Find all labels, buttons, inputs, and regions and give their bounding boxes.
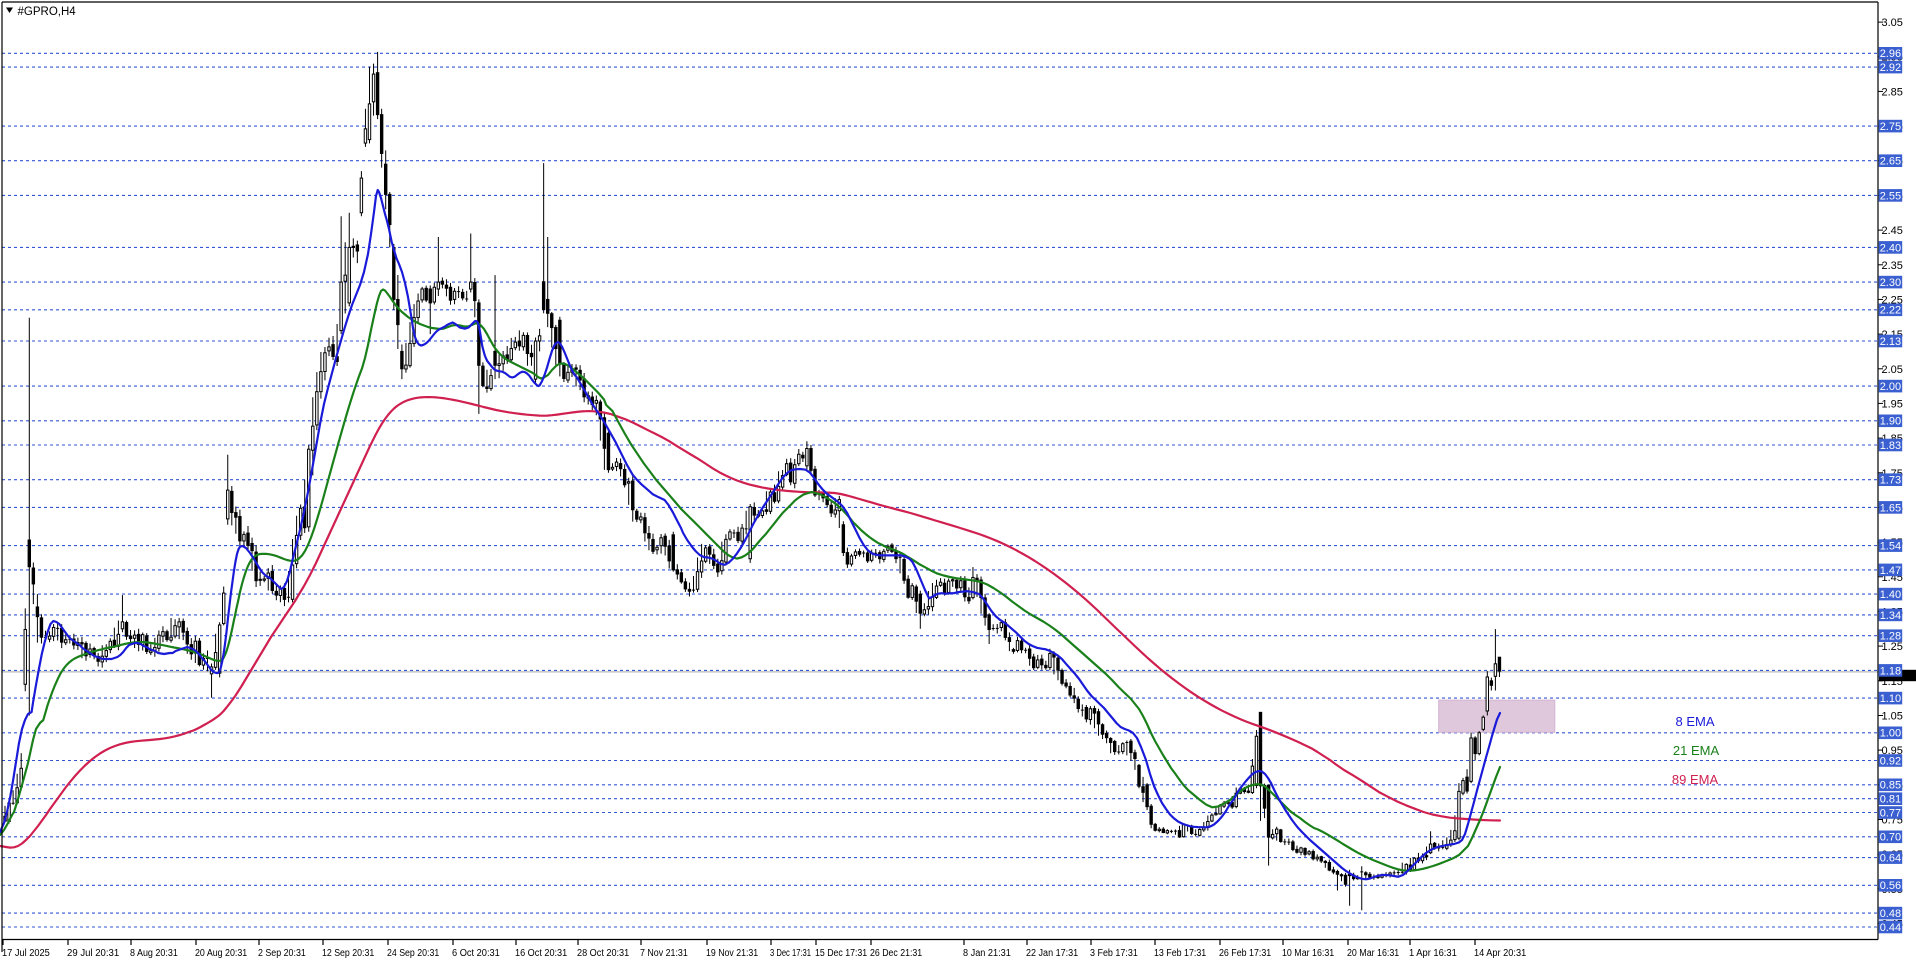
svg-text:2.92: 2.92 xyxy=(1880,62,1901,74)
svg-text:2.05: 2.05 xyxy=(1882,364,1903,376)
svg-text:8 EMA: 8 EMA xyxy=(1675,714,1714,729)
svg-text:2.40: 2.40 xyxy=(1880,242,1901,254)
svg-text:1.47: 1.47 xyxy=(1880,565,1901,577)
svg-text:1.65: 1.65 xyxy=(1880,502,1901,514)
svg-text:3 Dec 17:31: 3 Dec 17:31 xyxy=(770,948,811,959)
svg-text:16 Oct 20:31: 16 Oct 20:31 xyxy=(515,948,568,959)
svg-text:1.28: 1.28 xyxy=(1880,631,1901,643)
svg-text:0.85: 0.85 xyxy=(1880,780,1901,792)
svg-text:7 Nov 21:31: 7 Nov 21:31 xyxy=(640,948,688,959)
svg-text:89 EMA: 89 EMA xyxy=(1672,772,1719,787)
svg-text:24 Sep 20:31: 24 Sep 20:31 xyxy=(387,948,440,959)
svg-text:12 Sep 20:31: 12 Sep 20:31 xyxy=(322,948,375,959)
svg-text:#GPRO,H4: #GPRO,H4 xyxy=(18,6,77,18)
svg-text:0.44: 0.44 xyxy=(1880,922,1901,934)
svg-text:1.34: 1.34 xyxy=(1880,610,1901,622)
svg-text:2.85: 2.85 xyxy=(1882,86,1903,98)
svg-text:0.70: 0.70 xyxy=(1880,832,1901,844)
svg-text:1 Apr 16:31: 1 Apr 16:31 xyxy=(1409,948,1457,959)
svg-text:29 Jul 20:31: 29 Jul 20:31 xyxy=(67,948,120,959)
svg-text:2.75: 2.75 xyxy=(1880,121,1901,133)
svg-text:2.65: 2.65 xyxy=(1880,156,1901,168)
svg-text:20 Aug 20:31: 20 Aug 20:31 xyxy=(195,948,248,959)
svg-text:10 Mar 16:31: 10 Mar 16:31 xyxy=(1282,948,1335,959)
svg-text:0.95: 0.95 xyxy=(1882,745,1903,757)
svg-text:1.25: 1.25 xyxy=(1882,641,1903,653)
svg-text:2.22: 2.22 xyxy=(1880,305,1901,317)
svg-text:2.55: 2.55 xyxy=(1880,190,1901,202)
svg-text:1.40: 1.40 xyxy=(1880,589,1901,601)
svg-text:1.73: 1.73 xyxy=(1880,475,1901,487)
svg-text:13 Feb 17:31: 13 Feb 17:31 xyxy=(1154,948,1207,959)
svg-text:2.96: 2.96 xyxy=(1880,48,1901,60)
svg-text:1.05: 1.05 xyxy=(1882,711,1903,723)
svg-text:2 Sep 20:31: 2 Sep 20:31 xyxy=(258,948,306,959)
svg-text:19 Nov 21:31: 19 Nov 21:31 xyxy=(706,948,759,959)
svg-text:3.05: 3.05 xyxy=(1882,17,1903,29)
svg-text:26 Feb 17:31: 26 Feb 17:31 xyxy=(1219,948,1272,959)
svg-text:1.54: 1.54 xyxy=(1880,541,1901,553)
svg-text:2.13: 2.13 xyxy=(1880,336,1901,348)
svg-text:1.95: 1.95 xyxy=(1882,398,1903,410)
svg-text:1.18: 1.18 xyxy=(1880,665,1901,677)
svg-text:14 Apr 20:31: 14 Apr 20:31 xyxy=(1474,948,1527,959)
svg-text:0.64: 0.64 xyxy=(1880,853,1901,865)
svg-text:1.90: 1.90 xyxy=(1880,416,1901,428)
svg-text:1.83: 1.83 xyxy=(1880,440,1901,452)
svg-text:0.77: 0.77 xyxy=(1880,807,1901,819)
svg-text:28 Oct 20:31: 28 Oct 20:31 xyxy=(577,948,630,959)
svg-text:2.45: 2.45 xyxy=(1882,225,1903,237)
svg-text:20 Mar 16:31: 20 Mar 16:31 xyxy=(1347,948,1400,959)
svg-text:0.81: 0.81 xyxy=(1880,794,1901,806)
svg-text:26 Dec 21:31: 26 Dec 21:31 xyxy=(870,948,923,959)
svg-text:0.48: 0.48 xyxy=(1880,908,1901,920)
svg-text:15 Dec 17:31: 15 Dec 17:31 xyxy=(815,948,868,959)
svg-text:17 Jul 2025: 17 Jul 2025 xyxy=(2,948,50,959)
svg-text:2.30: 2.30 xyxy=(1880,277,1901,289)
svg-text:0.92: 0.92 xyxy=(1880,755,1901,767)
svg-text:3 Feb 17:31: 3 Feb 17:31 xyxy=(1090,948,1138,959)
svg-text:8 Jan 21:31: 8 Jan 21:31 xyxy=(963,948,1011,959)
svg-text:2.00: 2.00 xyxy=(1880,381,1901,393)
svg-text:8 Aug 20:31: 8 Aug 20:31 xyxy=(130,948,178,959)
svg-text:1.00: 1.00 xyxy=(1880,728,1901,740)
svg-text:2.35: 2.35 xyxy=(1882,260,1903,272)
svg-text:21 EMA: 21 EMA xyxy=(1673,743,1720,758)
svg-text:2.25: 2.25 xyxy=(1882,294,1903,306)
svg-text:1.10: 1.10 xyxy=(1880,693,1901,705)
svg-text:6 Oct 20:31: 6 Oct 20:31 xyxy=(452,948,500,959)
svg-text:0.56: 0.56 xyxy=(1880,880,1901,892)
svg-text:22 Jan 17:31: 22 Jan 17:31 xyxy=(1026,948,1079,959)
